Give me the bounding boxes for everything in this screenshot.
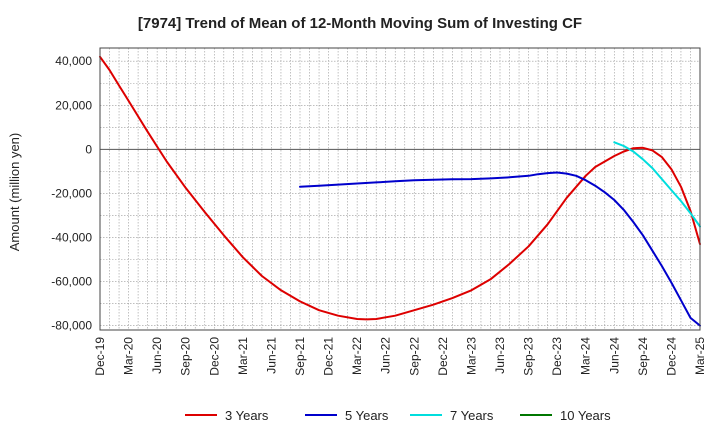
series-line-1 — [299, 171, 701, 327]
y-tick-label: -80,000 — [51, 319, 92, 333]
x-tick-label: Jun-24 — [607, 337, 621, 374]
x-tick-label: Mar-23 — [464, 337, 478, 375]
x-tick-label: Sep-22 — [407, 337, 421, 376]
y-tick-label: -40,000 — [51, 230, 92, 244]
x-tick-label: Mar-24 — [579, 337, 593, 375]
x-tick-label: Dec-24 — [664, 337, 678, 376]
chart-title: [7974] Trend of Mean of 12-Month Moving … — [138, 15, 582, 32]
x-tick-label: Jun-21 — [264, 337, 278, 374]
y-tick-label: 0 — [85, 142, 92, 156]
x-tick-label: Mar-25 — [693, 337, 707, 375]
x-tick-label: Dec-23 — [550, 337, 564, 376]
legend: 3 Years 5 Years 7 Years 10 Years — [185, 408, 611, 423]
x-tick-label: Sep-24 — [636, 337, 650, 376]
y-tick-label: 20,000 — [55, 98, 92, 112]
series-line-2 — [613, 141, 701, 228]
legend-label-2: 7 Years — [450, 408, 494, 423]
x-tick-label: Jun-22 — [379, 337, 393, 374]
y-tick-label: -60,000 — [51, 275, 92, 289]
y-tick-label: 40,000 — [55, 54, 92, 68]
x-tick-label: Dec-19 — [93, 337, 107, 376]
x-tick-label: Dec-22 — [436, 337, 450, 376]
grid-layer — [100, 48, 700, 330]
plot-frame — [99, 47, 701, 331]
tick-layer: 40,000 20,000 0 -20,000 -40,000 -60,000 -80,00… — [51, 54, 707, 375]
y-tick-label: -20,000 — [51, 186, 92, 200]
x-tick-label: Mar-20 — [122, 337, 136, 375]
series-layer — [99, 55, 701, 327]
x-tick-label: Jun-20 — [150, 337, 164, 374]
x-tick-label: Mar-21 — [236, 337, 250, 375]
series-line-0 — [99, 55, 701, 321]
y-axis-label: Amount (million yen) — [7, 133, 22, 252]
x-tick-label: Sep-21 — [293, 337, 307, 376]
x-tick-label: Sep-23 — [522, 337, 536, 376]
x-tick-label: Dec-21 — [322, 337, 336, 376]
legend-label-0: 3 Years — [225, 408, 269, 423]
legend-label-3: 10 Years — [560, 408, 611, 423]
x-tick-label: Dec-20 — [207, 337, 221, 376]
x-tick-label: Mar-22 — [350, 337, 364, 375]
x-tick-label: Jun-23 — [493, 337, 507, 374]
x-tick-label: Sep-20 — [179, 337, 193, 376]
legend-label-1: 5 Years — [345, 408, 389, 423]
